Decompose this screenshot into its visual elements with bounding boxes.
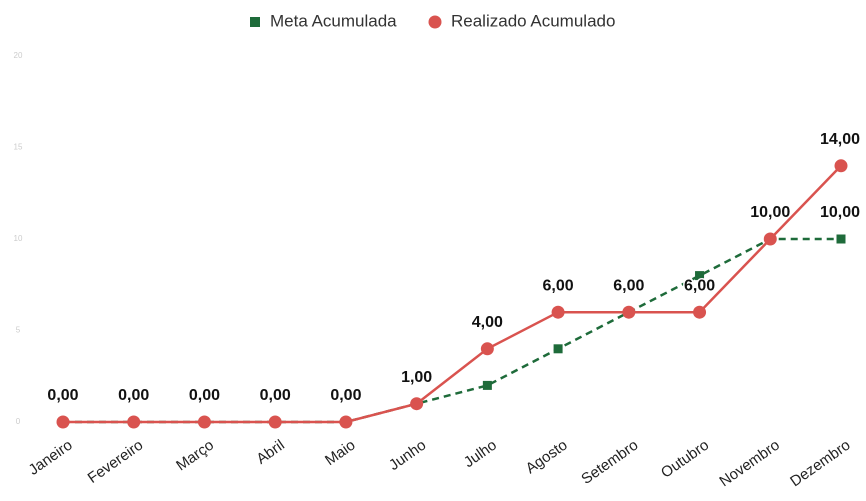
series-line xyxy=(63,237,841,424)
x-tick-label: Maio xyxy=(322,437,358,470)
y-tick-label: 15 xyxy=(14,143,23,152)
data-label: 0,00 xyxy=(118,387,149,404)
data-label: 14,00 xyxy=(820,131,860,148)
legend-label: Realizado Acumulado xyxy=(451,11,615,30)
legend-marker xyxy=(250,17,260,27)
data-label: 10,00 xyxy=(750,204,790,221)
data-label: 4,00 xyxy=(472,314,503,331)
point xyxy=(482,380,492,390)
x-tick-label: Janeiro xyxy=(26,437,76,479)
point xyxy=(693,305,707,319)
point xyxy=(763,232,777,246)
x-tick-label: Fevereiro xyxy=(85,437,147,487)
data-label: 6,00 xyxy=(684,277,715,294)
y-tick-label: 0 xyxy=(16,417,21,426)
legend-marker xyxy=(428,15,442,29)
x-tick-label: Abril xyxy=(253,437,287,468)
point xyxy=(339,415,353,429)
data-label: 0,00 xyxy=(47,387,78,404)
point xyxy=(622,305,636,319)
series-line xyxy=(63,164,842,424)
data-label: 6,00 xyxy=(543,277,574,294)
x-tick-label: Agosto xyxy=(523,437,571,478)
data-label: 0,00 xyxy=(189,387,220,404)
y-tick-label: 20 xyxy=(14,51,23,60)
x-tick-label: Dezembro xyxy=(787,437,853,491)
x-tick-label: Março xyxy=(173,437,217,475)
y-tick-label: 5 xyxy=(16,326,21,335)
point xyxy=(410,397,424,411)
point xyxy=(197,415,211,429)
x-tick-label: Novembro xyxy=(716,437,782,491)
y-tick-label: 10 xyxy=(14,234,23,243)
legend-label: Meta Acumulada xyxy=(270,11,397,30)
point xyxy=(834,159,848,173)
point xyxy=(268,415,282,429)
x-tick-label: Junho xyxy=(386,437,429,474)
point xyxy=(480,342,494,356)
x-tick-label: Julho xyxy=(461,437,500,471)
x-tick-label: Outubro xyxy=(658,437,712,482)
x-tick-label: Setembro xyxy=(578,437,641,488)
data-label: 1,00 xyxy=(401,369,432,386)
point xyxy=(56,415,70,429)
point xyxy=(836,234,846,244)
point xyxy=(695,271,705,281)
point xyxy=(553,344,563,354)
data-label: 6,00 xyxy=(613,277,644,294)
data-label: 0,00 xyxy=(260,387,291,404)
data-label: 0,00 xyxy=(330,387,361,404)
point xyxy=(127,415,141,429)
data-label: 10,00 xyxy=(820,204,860,221)
point xyxy=(551,305,565,319)
